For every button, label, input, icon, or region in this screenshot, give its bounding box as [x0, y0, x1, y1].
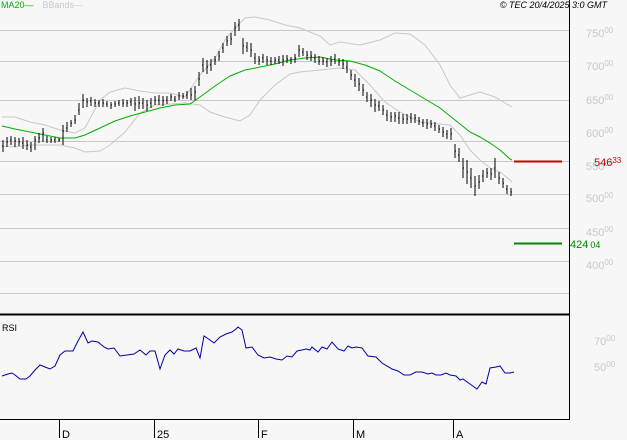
rsi-line: [1, 326, 515, 390]
rsi-axis-labels: 7000 5000: [594, 334, 616, 374]
bbands-lower-line: [1, 67, 513, 183]
svg-text:25: 25: [157, 429, 169, 440]
legend-ma20: MA20—: [1, 0, 34, 10]
legend-bbands: BBands—: [42, 0, 84, 10]
svg-text:A: A: [456, 429, 464, 440]
rsi-panel-title: RSI: [2, 323, 17, 333]
svg-text:M: M: [356, 429, 365, 440]
resistance-level-label: 54633: [594, 156, 622, 169]
svg-text:70000: 70000: [586, 59, 614, 73]
price-axis-labels: 75000 70000 65000 60000 55000 50000 4500…: [586, 26, 614, 272]
svg-text:F: F: [261, 429, 268, 440]
support-level-label: 424 04: [570, 239, 600, 251]
svg-text:60000: 60000: [586, 126, 614, 140]
svg-text:65000: 65000: [586, 93, 614, 107]
svg-text:40000: 40000: [586, 258, 614, 272]
svg-text:55000: 55000: [586, 159, 614, 173]
ohlc-bars: [2, 19, 512, 196]
svg-text:5000: 5000: [594, 360, 616, 374]
svg-text:50000: 50000: [586, 191, 614, 205]
price-gridlines: [0, 30, 569, 294]
x-axis-ticks: [59, 420, 454, 438]
bbands-upper-line: [2, 16, 513, 134]
copyright-timestamp: © TEC 20/4/2025 3:0 GMT: [499, 0, 607, 10]
chart-legend: MA20— BBands—: [1, 0, 83, 11]
svg-text:45000: 45000: [586, 225, 614, 239]
svg-text:75000: 75000: [586, 26, 614, 40]
svg-text:D: D: [62, 429, 70, 440]
svg-text:7000: 7000: [594, 334, 616, 348]
x-axis-labels: D 25 F M A: [62, 429, 464, 440]
